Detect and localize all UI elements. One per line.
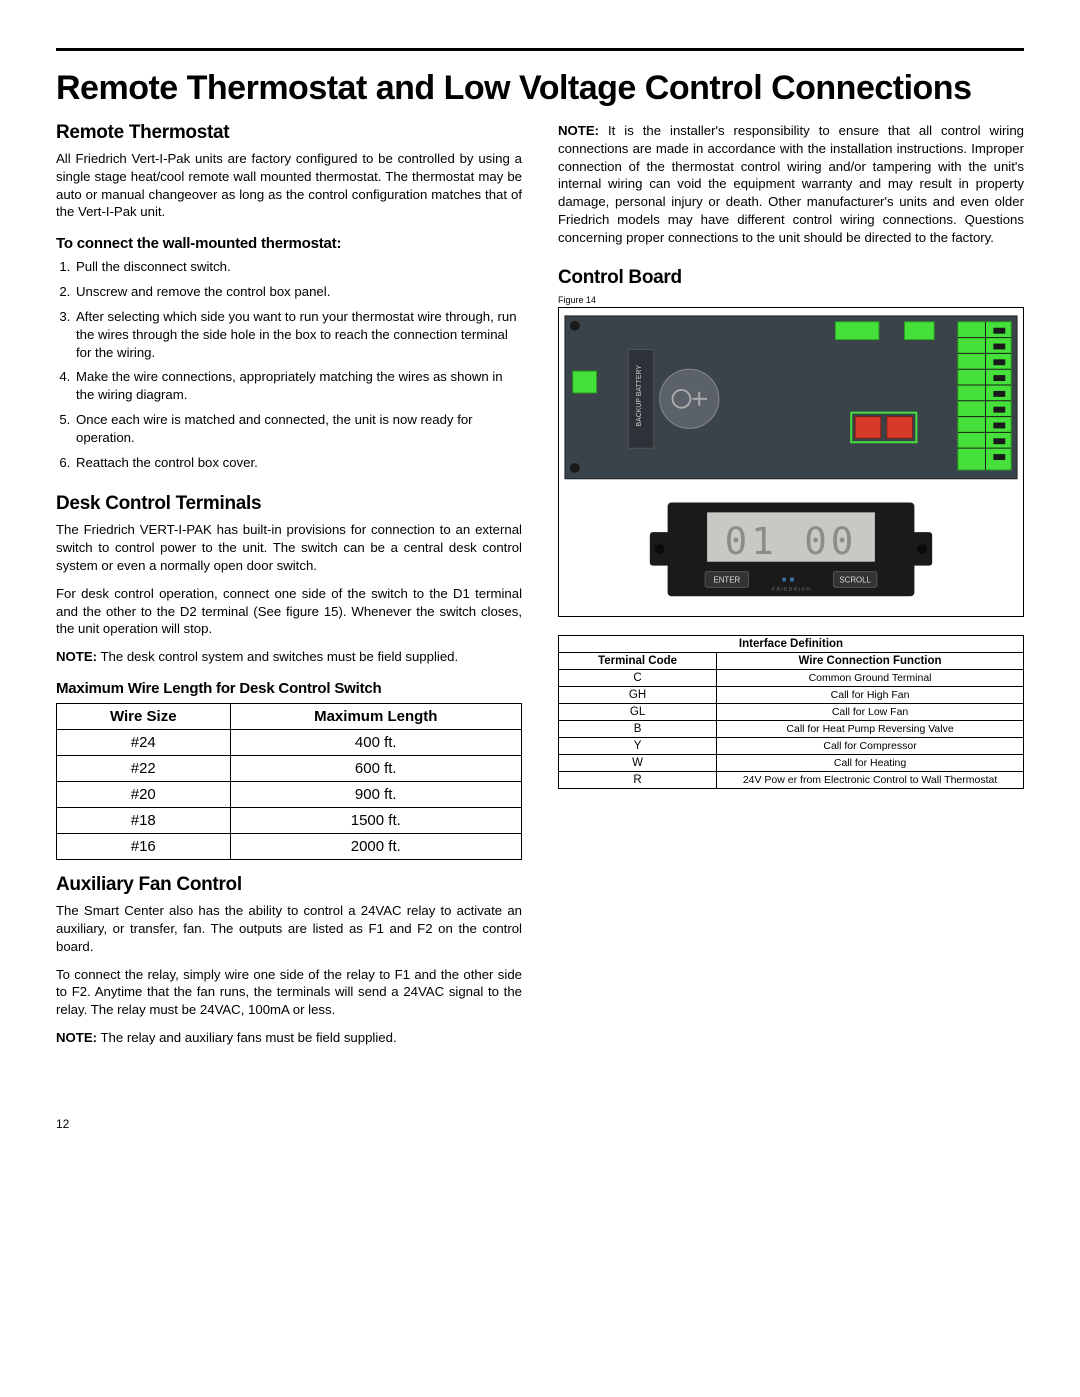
cell-size: #24: [57, 730, 231, 756]
note-label: NOTE:: [558, 123, 599, 138]
aux-fan-heading: Auxiliary Fan Control: [56, 874, 522, 896]
step-item: Reattach the control box cover.: [74, 454, 522, 472]
cell-code: W: [559, 754, 717, 771]
iface-title: Interface Definition: [559, 635, 1024, 652]
top-rule: [56, 48, 1024, 51]
cell-code: Y: [559, 737, 717, 754]
desk-control-note: NOTE: The desk control system and switch…: [56, 648, 522, 666]
table-row: #162000 ft.: [57, 834, 522, 860]
lcd-display-text: 01 00: [725, 519, 858, 563]
table-row: #22600 ft.: [57, 756, 522, 782]
desk-control-heading: Desk Control Terminals: [56, 493, 522, 515]
enter-button-label: ENTER: [713, 575, 740, 584]
interface-definition-table: Interface Definition Terminal Code Wire …: [558, 635, 1024, 789]
two-column-layout: Remote Thermostat All Friedrich Vert-I-P…: [56, 122, 1024, 1131]
wire-col-length: Maximum Length: [230, 704, 521, 730]
table-row: #181500 ft.: [57, 808, 522, 834]
control-board-svg: BACKUP BATTERY: [559, 308, 1023, 616]
table-row: #24400 ft.: [57, 730, 522, 756]
table-row: #20900 ft.: [57, 782, 522, 808]
aux-fan-note: NOTE: The relay and auxiliary fans must …: [56, 1029, 522, 1047]
cell-code: GH: [559, 686, 717, 703]
note-text: It is the installer's responsibility to …: [558, 123, 1024, 245]
cell-func: 24V Pow er from Electronic Control to Wa…: [717, 771, 1024, 788]
cell-len: 400 ft.: [230, 730, 521, 756]
table-row: GHCall for High Fan: [559, 686, 1024, 703]
cell-size: #22: [57, 756, 231, 782]
remote-thermostat-heading: Remote Thermostat: [56, 122, 522, 144]
iface-col-code: Terminal Code: [559, 652, 717, 669]
cell-code: C: [559, 669, 717, 686]
aux-fan-para2: To connect the relay, simply wire one si…: [56, 966, 522, 1019]
right-column: NOTE: It is the installer's responsibili…: [558, 122, 1024, 1131]
cell-code: R: [559, 771, 717, 788]
step-item: Pull the disconnect switch.: [74, 258, 522, 276]
scroll-button-label: SCROLL: [839, 575, 871, 584]
wire-col-size: Wire Size: [57, 704, 231, 730]
iface-col-func: Wire Connection Function: [717, 652, 1024, 669]
cell-func: Call for Low Fan: [717, 703, 1024, 720]
table-row: R24V Pow er from Electronic Control to W…: [559, 771, 1024, 788]
cell-code: B: [559, 720, 717, 737]
svg-text:F R I E D R I C H: F R I E D R I C H: [772, 586, 810, 592]
cell-func: Call for Compressor: [717, 737, 1024, 754]
table-row: BCall for Heat Pump Reversing Valve: [559, 720, 1024, 737]
page-number: 12: [56, 1117, 522, 1131]
remote-thermostat-para: All Friedrich Vert-I-Pak units are facto…: [56, 150, 522, 221]
wire-length-table-heading: Maximum Wire Length for Desk Control Swi…: [56, 680, 522, 697]
thermostat-steps-list: Pull the disconnect switch. Unscrew and …: [56, 258, 522, 471]
note-text: The relay and auxiliary fans must be fie…: [97, 1030, 397, 1045]
table-row: WCall for Heating: [559, 754, 1024, 771]
cell-len: 600 ft.: [230, 756, 521, 782]
desk-control-para2: For desk control operation, connect one …: [56, 585, 522, 638]
note-label: NOTE:: [56, 1030, 97, 1045]
cell-len: 900 ft.: [230, 782, 521, 808]
note-label: NOTE:: [56, 649, 97, 664]
step-item: After selecting which side you want to r…: [74, 308, 522, 361]
page-title: Remote Thermostat and Low Voltage Contro…: [56, 69, 1024, 108]
control-board-heading: Control Board: [558, 267, 1024, 289]
aux-fan-para1: The Smart Center also has the ability to…: [56, 902, 522, 955]
step-item: Make the wire connections, appropriately…: [74, 368, 522, 404]
step-item: Unscrew and remove the control box panel…: [74, 283, 522, 301]
cell-func: Common Ground Terminal: [717, 669, 1024, 686]
figure-label: Figure 14: [558, 295, 1024, 305]
desk-control-para1: The Friedrich VERT-I-PAK has built-in pr…: [56, 521, 522, 574]
cell-func: Call for Heat Pump Reversing Valve: [717, 720, 1024, 737]
cell-len: 1500 ft.: [230, 808, 521, 834]
cell-size: #18: [57, 808, 231, 834]
cell-func: Call for Heating: [717, 754, 1024, 771]
cell-func: Call for High Fan: [717, 686, 1024, 703]
table-row: GLCall for Low Fan: [559, 703, 1024, 720]
wire-length-table: Wire Size Maximum Length #24400 ft. #226…: [56, 703, 522, 860]
table-row: CCommon Ground Terminal: [559, 669, 1024, 686]
step-item: Once each wire is matched and connected,…: [74, 411, 522, 447]
cell-size: #16: [57, 834, 231, 860]
left-column: Remote Thermostat All Friedrich Vert-I-P…: [56, 122, 522, 1131]
control-board-figure: BACKUP BATTERY: [558, 307, 1024, 617]
svg-text:BACKUP BATTERY: BACKUP BATTERY: [636, 364, 643, 426]
installer-note: NOTE: It is the installer's responsibili…: [558, 122, 1024, 247]
table-row: YCall for Compressor: [559, 737, 1024, 754]
cell-len: 2000 ft.: [230, 834, 521, 860]
cell-size: #20: [57, 782, 231, 808]
note-text: The desk control system and switches mus…: [97, 649, 458, 664]
cell-code: GL: [559, 703, 717, 720]
connect-thermostat-subhead: To connect the wall-mounted thermostat:: [56, 235, 522, 252]
